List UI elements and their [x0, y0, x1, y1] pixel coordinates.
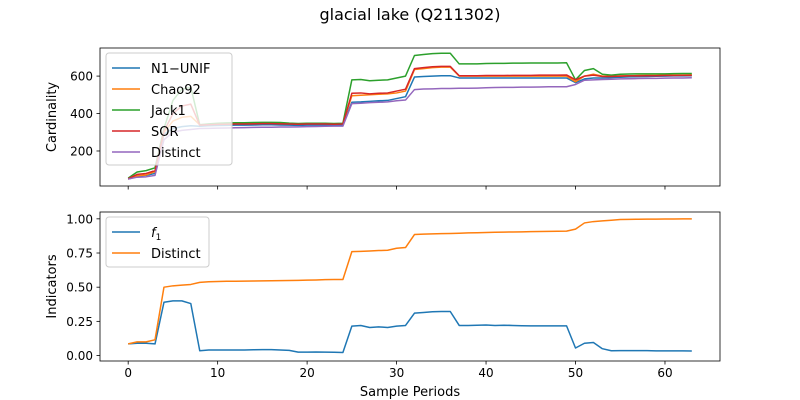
- indicators-panel: 0 10 20 30 40 50 60 0.00 0.25 0.50 0.75 1.00 Indicat…: [45, 211, 721, 380]
- y-tick-label: 0.25: [66, 315, 93, 329]
- series-line-distinct: [128, 218, 692, 345]
- y-tick-label: 1.00: [66, 212, 93, 226]
- x-tick-label: 40: [478, 366, 493, 380]
- legend-label: Jack1: [150, 104, 186, 119]
- y-tick-label: 0.00: [66, 349, 93, 363]
- x-tick-label: 60: [657, 366, 672, 380]
- series-line-f: [128, 300, 692, 354]
- axes-frame: [99, 211, 721, 362]
- x-axis-label: Sample Periods: [360, 385, 460, 400]
- x-tick-label: 30: [389, 366, 404, 380]
- legend-label: Chao92: [151, 83, 201, 98]
- legend-label: f1: [151, 226, 161, 243]
- x-tick-label: 20: [299, 366, 314, 380]
- y-axis-label: Cardinality: [45, 82, 60, 153]
- y-tick-label: 0.50: [66, 281, 93, 295]
- y-tick-label: 600: [70, 70, 93, 84]
- cardinality-panel: 200 400 600 Cardinality N1−UNIF Chao92 Jack1 SO…: [45, 47, 721, 190]
- axes-frame: [99, 47, 721, 187]
- x-tick-label: 0: [124, 366, 132, 380]
- legend-label: SOR: [151, 125, 179, 140]
- legend: f1 Distinct: [105, 216, 210, 268]
- y-tick-label: 400: [70, 107, 93, 121]
- figure-title: glacial lake (Q211302): [319, 5, 500, 24]
- legend-box: [105, 216, 210, 268]
- y-tick-label: 0.75: [66, 247, 93, 261]
- legend: N1−UNIF Chao92 Jack1 SOR Distinct: [105, 52, 233, 166]
- legend-label: Distinct: [151, 146, 201, 161]
- legend-box: [105, 52, 233, 166]
- x-tick-label: 50: [568, 366, 583, 380]
- y-axis-label: Indicators: [45, 254, 60, 318]
- legend-label: Distinct: [151, 247, 201, 262]
- legend-label: N1−UNIF: [151, 62, 210, 77]
- x-tick-label: 10: [210, 366, 225, 380]
- y-tick-label: 200: [70, 144, 93, 158]
